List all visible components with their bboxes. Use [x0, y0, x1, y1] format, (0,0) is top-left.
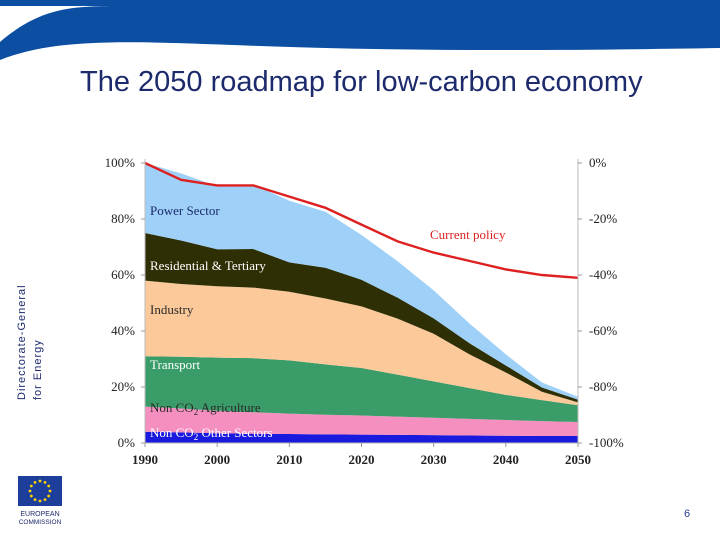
- eu-star: [33, 480, 37, 484]
- slide-title: The 2050 roadmap for low-carbon economy: [80, 66, 643, 98]
- eu-star: [33, 498, 37, 502]
- y-tick-label-left: 60%: [111, 267, 135, 282]
- label-residential-tertiary: Residential & Tertiary: [150, 258, 266, 273]
- x-tick-label: 2010: [276, 452, 302, 467]
- european-commission-logo: EUROPEAN COMMISSION: [18, 476, 62, 526]
- y-tick-label-right: -60%: [589, 323, 617, 338]
- logo-line-1: EUROPEAN: [20, 511, 59, 518]
- label-industry: Industry: [150, 302, 194, 317]
- page-number: 6: [684, 508, 691, 520]
- eu-stars-icon: [28, 479, 52, 503]
- y-tick-label-right: -40%: [589, 267, 617, 282]
- area-transport: [145, 356, 578, 422]
- current-policy-line: [144, 161, 579, 279]
- y-tick-label-left: 80%: [111, 211, 135, 226]
- directorate-general-label: Directorate-General for Energy: [14, 280, 74, 400]
- eu-star: [38, 499, 42, 503]
- x-tick-label: 2030: [421, 452, 447, 467]
- area-residential-tertiary: [145, 233, 578, 403]
- y-tick-label-right: -20%: [589, 211, 617, 226]
- header-banner: [0, 0, 720, 60]
- eu-star: [29, 484, 33, 488]
- label-non-co2-other-sectors: Non CO2 Other Sectors: [150, 425, 273, 442]
- x-tick-label: 2000: [204, 452, 230, 467]
- dg-line-1: Directorate-General: [16, 284, 28, 400]
- x-tick-label: 2050: [565, 452, 591, 467]
- label-power-sector: Power Sector: [150, 203, 220, 218]
- logo-line-2: COMMISSION: [19, 519, 62, 526]
- y-tick-label-left: 0%: [118, 435, 136, 450]
- dg-line-2: for Energy: [32, 339, 44, 400]
- y-tick-label-right: -100%: [589, 435, 624, 450]
- eu-star: [28, 489, 32, 493]
- eu-star: [29, 494, 33, 498]
- area-non-co2-other-sectors: [145, 431, 578, 443]
- eu-star: [43, 480, 47, 484]
- y-tick-label-right: -80%: [589, 379, 617, 394]
- current-policy-label: Current policy: [430, 227, 506, 242]
- label-transport: Transport: [150, 357, 200, 372]
- eu-star: [48, 489, 52, 493]
- eu-star: [43, 498, 47, 502]
- area-power-sector: [145, 163, 578, 400]
- area-industry: [145, 280, 578, 406]
- label-non-co2-agriculture: Non CO2 Agriculture: [150, 400, 261, 417]
- eu-star: [47, 494, 51, 498]
- y-tick-label-left: 20%: [111, 379, 135, 394]
- eu-star: [47, 484, 51, 488]
- x-tick-label: 2040: [493, 452, 519, 467]
- eu-star: [38, 479, 42, 483]
- y-tick-label-left: 100%: [105, 155, 136, 170]
- x-tick-label: 1990: [132, 452, 158, 467]
- area-non-co2-agriculture: [145, 406, 578, 436]
- y-tick-label-left: 40%: [111, 323, 135, 338]
- y-tick-label-right: 0%: [589, 155, 607, 170]
- x-tick-label: 2020: [349, 452, 375, 467]
